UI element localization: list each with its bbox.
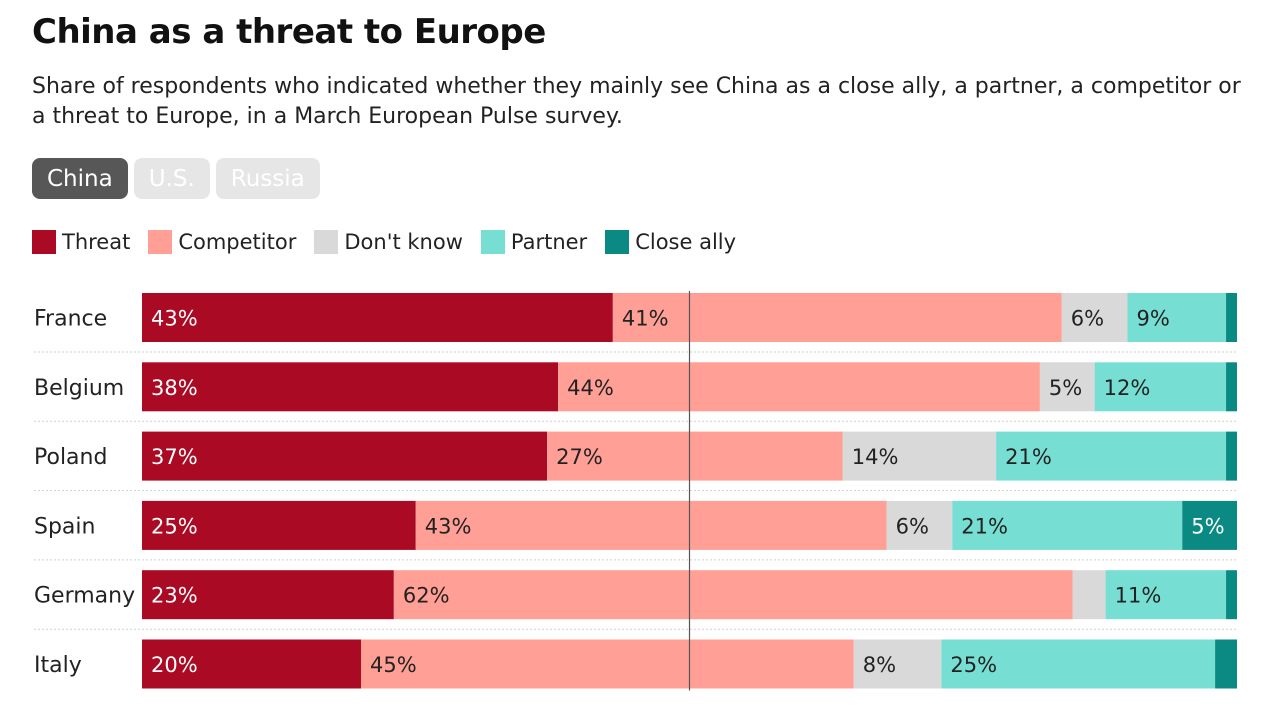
data-label-competitor-spain: 43% bbox=[425, 514, 472, 538]
row-label-italy: Italy bbox=[34, 653, 82, 678]
bar-partner-poland bbox=[996, 431, 1227, 481]
bar-partner-spain bbox=[952, 500, 1183, 550]
row-label-spain: Spain bbox=[34, 514, 95, 539]
bar-close-ally-spain bbox=[1182, 500, 1237, 550]
row-label-germany: Germany bbox=[34, 584, 135, 609]
bar-dont-know-poland bbox=[842, 431, 997, 481]
data-label-threat-belgium: 38% bbox=[151, 376, 198, 400]
data-label-partner-poland: 21% bbox=[1005, 445, 1052, 469]
data-label-partner-italy: 25% bbox=[950, 653, 997, 677]
bar-partner-italy bbox=[941, 639, 1216, 689]
data-label-partner-spain: 21% bbox=[961, 514, 1008, 538]
legend-swatch-competitor bbox=[148, 230, 173, 254]
bar-competitor-italy bbox=[361, 639, 854, 689]
legend-label-threat: Threat bbox=[62, 230, 131, 254]
data-label-competitor-germany: 62% bbox=[403, 584, 450, 608]
legend-label-partner: Partner bbox=[510, 230, 588, 254]
legend-label-close-ally: Close ally bbox=[635, 230, 737, 254]
bar-competitor-poland bbox=[547, 431, 843, 481]
row-label-belgium: Belgium bbox=[34, 376, 124, 401]
data-label-close-ally-spain: 5% bbox=[1191, 514, 1224, 538]
chart-subtitle: Share of respondents who indicated wheth… bbox=[32, 74, 1241, 129]
bar-close-ally-belgium bbox=[1226, 362, 1237, 412]
legend-swatch-partner bbox=[480, 230, 505, 254]
data-label-competitor-france: 41% bbox=[622, 307, 669, 331]
bar-close-ally-germany bbox=[1226, 570, 1237, 620]
bar-threat-france bbox=[142, 293, 613, 342]
data-label-dont-know-poland: 14% bbox=[852, 445, 899, 469]
bar-threat-italy bbox=[142, 639, 361, 689]
bar-partner-belgium bbox=[1094, 362, 1227, 412]
tab-us[interactable]: U.S. bbox=[133, 158, 210, 199]
data-label-partner-belgium: 12% bbox=[1104, 376, 1151, 400]
tab-russia[interactable]: Russia bbox=[215, 158, 320, 199]
data-label-competitor-poland: 27% bbox=[556, 445, 603, 469]
data-label-dont-know-france: 6% bbox=[1071, 307, 1104, 331]
bar-competitor-spain bbox=[415, 500, 887, 550]
bar-close-ally-italy bbox=[1215, 639, 1237, 689]
bar-dont-know-italy bbox=[853, 639, 942, 689]
data-label-competitor-italy: 45% bbox=[370, 653, 417, 677]
data-label-dont-know-italy: 8% bbox=[863, 653, 896, 677]
data-label-partner-germany: 11% bbox=[1115, 584, 1162, 608]
legend-item-competitor: Competitor bbox=[148, 230, 296, 254]
data-label-threat-spain: 25% bbox=[151, 514, 198, 538]
chart-title: China as a threat to Europe bbox=[32, 12, 546, 52]
data-label-threat-france: 43% bbox=[151, 307, 198, 331]
legend-swatch-dont-know bbox=[314, 230, 339, 254]
country-tabs: China U.S. Russia bbox=[32, 158, 320, 199]
tab-china[interactable]: China bbox=[32, 158, 128, 199]
bar-close-ally-france bbox=[1226, 293, 1237, 342]
chart-legend: Threat Competitor Don't know Partner Clo… bbox=[32, 230, 754, 254]
bar-threat-spain bbox=[142, 500, 416, 550]
bar-competitor-belgium bbox=[558, 362, 1040, 412]
bar-competitor-germany bbox=[393, 570, 1073, 620]
bar-partner-france bbox=[1127, 293, 1227, 342]
data-label-dont-know-belgium: 5% bbox=[1049, 376, 1082, 400]
data-label-partner-france: 9% bbox=[1137, 307, 1170, 331]
legend-item-partner: Partner bbox=[480, 230, 588, 254]
data-label-threat-italy: 20% bbox=[151, 653, 198, 677]
bar-partner-germany bbox=[1105, 570, 1227, 620]
legend-item-threat: Threat bbox=[32, 230, 130, 254]
bar-competitor-france bbox=[612, 293, 1062, 342]
bar-dont-know-germany bbox=[1072, 570, 1106, 620]
legend-swatch-close-ally bbox=[605, 230, 630, 254]
bar-dont-know-france bbox=[1061, 293, 1128, 342]
legend-item-dont-know: Don't know bbox=[314, 230, 463, 254]
bar-dont-know-belgium bbox=[1039, 362, 1095, 412]
bar-dont-know-spain bbox=[886, 500, 953, 550]
legend-swatch-threat bbox=[32, 230, 56, 254]
bar-threat-belgium bbox=[142, 362, 559, 412]
bar-close-ally-poland bbox=[1226, 431, 1237, 481]
data-label-threat-poland: 37% bbox=[151, 445, 198, 469]
bar-threat-poland bbox=[142, 431, 548, 481]
legend-label-competitor: Competitor bbox=[178, 230, 297, 254]
row-label-france: France bbox=[34, 307, 107, 332]
legend-label-dont-know: Don't know bbox=[344, 230, 463, 254]
row-label-poland: Poland bbox=[34, 445, 107, 470]
data-label-threat-germany: 23% bbox=[151, 584, 198, 608]
legend-item-close-ally: Close ally bbox=[605, 230, 736, 254]
data-label-competitor-belgium: 44% bbox=[567, 376, 614, 400]
bar-threat-germany bbox=[142, 570, 394, 620]
data-label-dont-know-spain: 6% bbox=[896, 514, 929, 538]
